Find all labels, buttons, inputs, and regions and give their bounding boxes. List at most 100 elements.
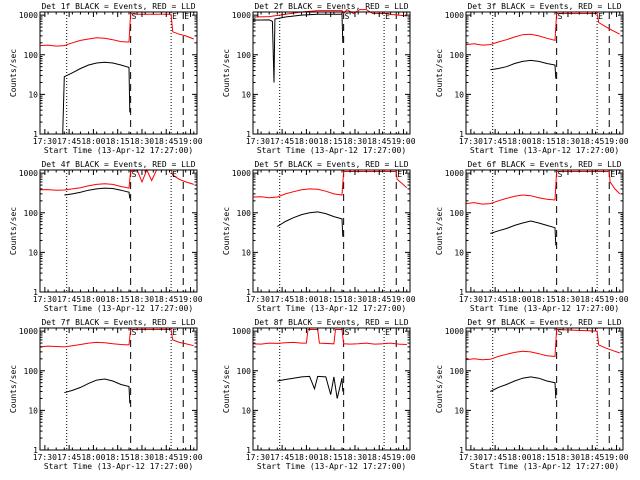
x-tick-label: 17:45 — [270, 453, 294, 462]
y-tick-label: 1000 — [445, 11, 464, 20]
y-axis-label: Counts/sec — [222, 49, 231, 97]
plot-frame — [252, 327, 411, 451]
x-tick-label: 18:00 — [507, 295, 531, 304]
x-tick-label: 17:30 — [33, 137, 57, 146]
plot-frame — [39, 169, 198, 293]
series-lld-line — [253, 171, 408, 199]
x-axis-label: Start Time (13-Apr-12 17:27:00) — [257, 462, 406, 471]
x-tick-label: 17:30 — [33, 453, 57, 462]
marker-label-e: E — [397, 170, 402, 179]
plot-frame — [465, 327, 624, 451]
y-tick-label: 1 — [246, 446, 251, 455]
x-tick-label: 18:00 — [507, 453, 531, 462]
y-tick-label: 1 — [459, 288, 464, 297]
x-tick-label: 17:45 — [270, 295, 294, 304]
x-axis-label: Start Time (13-Apr-12 17:27:00) — [257, 304, 406, 313]
x-tick-label: 18:30 — [130, 295, 154, 304]
x-tick-label: 18:15 — [532, 453, 556, 462]
x-tick-label: 18:30 — [343, 295, 367, 304]
y-tick-label: 10 — [28, 248, 38, 257]
plot-frame — [39, 11, 198, 135]
y-axis-label: Counts/sec — [9, 49, 18, 97]
marker-label-s: S — [558, 328, 563, 337]
x-tick-label: 18:15 — [106, 295, 130, 304]
x-tick-label: 18:00 — [294, 453, 318, 462]
series-events-line — [490, 220, 557, 246]
plot-frame — [465, 11, 624, 135]
marker-label-e: E — [610, 170, 615, 179]
x-tick-label: 18:30 — [343, 137, 367, 146]
x-tick-label: 19:00 — [604, 453, 628, 462]
x-tick-label: 17:45 — [270, 137, 294, 146]
x-tick-label: 19:00 — [178, 137, 202, 146]
x-axis-label: Start Time (13-Apr-12 17:27:00) — [470, 146, 619, 155]
x-tick-label: 18:45 — [580, 453, 604, 462]
plot-frame — [39, 327, 198, 451]
marker-label-s: S — [345, 328, 350, 337]
x-tick-label: 18:45 — [367, 453, 391, 462]
y-tick-label: 1000 — [445, 327, 464, 336]
x-tick-label: 18:15 — [532, 137, 556, 146]
y-tick-label: 1000 — [232, 11, 251, 20]
x-axis-label: Start Time (13-Apr-12 17:27:00) — [44, 462, 193, 471]
series-events-line — [490, 376, 557, 399]
x-tick-label: 19:00 — [178, 295, 202, 304]
panel-title: Det 2f BLACK = Events, RED = LLD — [254, 2, 408, 11]
x-tick-label: 17:30 — [459, 295, 483, 304]
series-events-line — [62, 61, 131, 134]
x-tick-label: 18:45 — [154, 295, 178, 304]
series-lld-line — [40, 12, 194, 47]
y-tick-label: 1000 — [232, 169, 251, 178]
x-axis-label: Start Time (13-Apr-12 17:27:00) — [44, 146, 193, 155]
y-tick-label: 100 — [24, 51, 39, 60]
marker-label-s: S — [132, 170, 137, 179]
marker-label-s: S — [345, 12, 350, 21]
panel-title: Det 6f BLACK = Events, RED = LLD — [467, 160, 621, 169]
y-tick-label: 1000 — [19, 11, 38, 20]
x-tick-label: 17:45 — [483, 295, 507, 304]
series-lld-line — [40, 168, 194, 191]
x-tick-label: 18:15 — [319, 453, 343, 462]
series-events-line — [277, 211, 344, 237]
marker-label-e: E — [598, 12, 603, 21]
x-tick-label: 18:30 — [556, 295, 580, 304]
y-axis-label: Counts/sec — [222, 207, 231, 255]
x-tick-label: 18:45 — [154, 453, 178, 462]
y-tick-label: 10 — [241, 90, 251, 99]
y-tick-label: 10 — [28, 406, 38, 415]
x-tick-label: 18:30 — [343, 453, 367, 462]
x-tick-label: 17:45 — [57, 137, 81, 146]
y-tick-label: 1 — [33, 446, 38, 455]
x-tick-label: 18:30 — [556, 453, 580, 462]
y-tick-label: 100 — [237, 51, 252, 60]
y-tick-label: 1000 — [19, 169, 38, 178]
y-tick-label: 10 — [241, 406, 251, 415]
y-axis-label: Counts/sec — [222, 365, 231, 413]
x-tick-label: 18:15 — [532, 295, 556, 304]
x-tick-label: 18:00 — [81, 453, 105, 462]
y-tick-label: 1 — [33, 130, 38, 139]
y-tick-label: 1 — [459, 446, 464, 455]
series-events-line — [64, 378, 131, 404]
y-tick-label: 10 — [454, 406, 464, 415]
panel-title: Det 4f BLACK = Events, RED = LLD — [41, 160, 195, 169]
series-events-line — [64, 187, 131, 199]
x-tick-label: 17:45 — [57, 295, 81, 304]
series-lld-line — [466, 328, 620, 361]
x-tick-label: 17:30 — [246, 295, 270, 304]
plot-frame — [465, 169, 624, 293]
x-tick-label: 18:45 — [580, 137, 604, 146]
x-tick-label: 19:00 — [391, 453, 415, 462]
x-tick-label: 17:30 — [246, 137, 270, 146]
x-tick-label: 18:15 — [319, 137, 343, 146]
marker-label-s: S — [558, 12, 563, 21]
series-lld-line — [40, 329, 194, 348]
series-events-line — [277, 375, 344, 399]
panel-title: Det 3f BLACK = Events, RED = LLD — [467, 2, 621, 11]
x-tick-label: 18:15 — [319, 295, 343, 304]
panel-title: Det 7f BLACK = Events, RED = LLD — [41, 318, 195, 327]
